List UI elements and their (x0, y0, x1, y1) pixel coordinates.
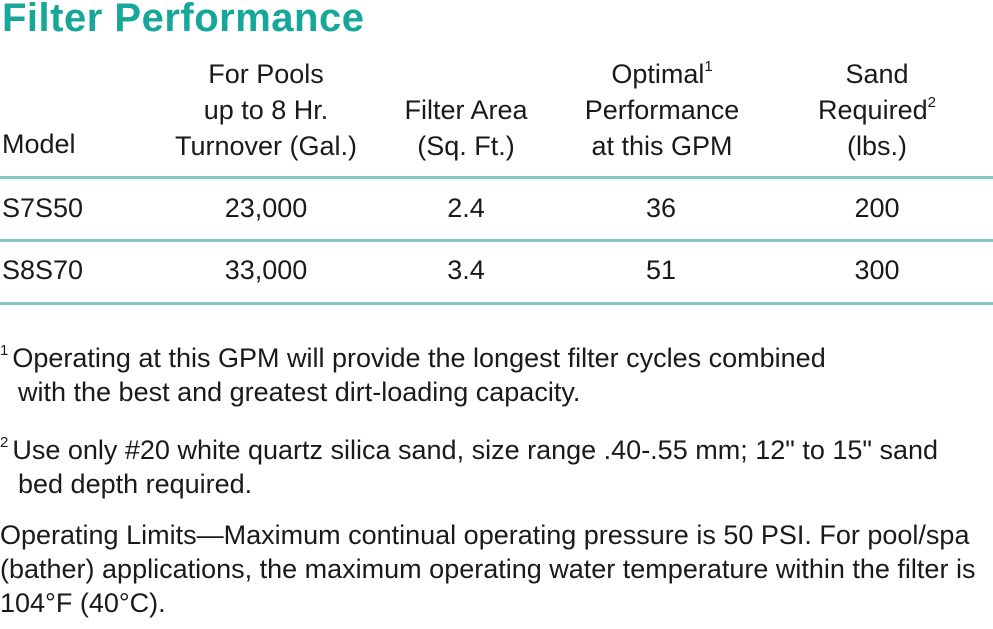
cell-pools: 23,000 (224, 193, 308, 223)
row-divider (0, 239, 993, 242)
cell-sand: 200 (854, 193, 900, 223)
cell-area: 3.4 (447, 255, 485, 285)
footnote-mark-2: 2 (927, 94, 936, 111)
cell-pools: 33,000 (224, 255, 308, 285)
header-divider (0, 176, 993, 179)
operating-limits: Operating Limits—Maximum continual opera… (0, 520, 976, 618)
footnote-2: 2 Use only #20 white quartz silica sand, … (0, 434, 939, 499)
cell-gpm: 36 (645, 193, 677, 223)
header-area: Filter Area (Sq. Ft.) (404, 95, 528, 161)
cell-model: S8S70 (2, 255, 84, 285)
header-sand: Sand Required2 (lbs.) (818, 59, 936, 161)
header-pools: For Pools up to 8 Hr. Turnover (Gal.) (174, 59, 358, 161)
header-gpm: Optimal1 Performance at this GPM (584, 58, 740, 161)
operating-limits-text: Maximum continual operating pressure is … (0, 520, 976, 618)
cell-gpm: 51 (645, 255, 677, 285)
operating-limits-label: Operating Limits (0, 520, 197, 550)
footnote-mark-1: 1 (704, 58, 713, 75)
footnote-1: 1 Operating at this GPM will provide the … (0, 342, 826, 407)
page-title: Filter Performance (2, 0, 365, 40)
cell-model: S7S50 (2, 193, 84, 223)
table-bottom-rule (0, 302, 993, 305)
cell-sand: 300 (854, 255, 900, 285)
cell-area: 2.4 (447, 193, 485, 223)
header-model: Model (2, 129, 76, 159)
